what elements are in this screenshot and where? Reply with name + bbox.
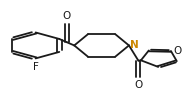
- Text: N: N: [131, 40, 139, 50]
- Text: O: O: [173, 46, 181, 56]
- Text: O: O: [63, 11, 71, 21]
- Text: F: F: [33, 62, 39, 72]
- Text: O: O: [134, 80, 142, 90]
